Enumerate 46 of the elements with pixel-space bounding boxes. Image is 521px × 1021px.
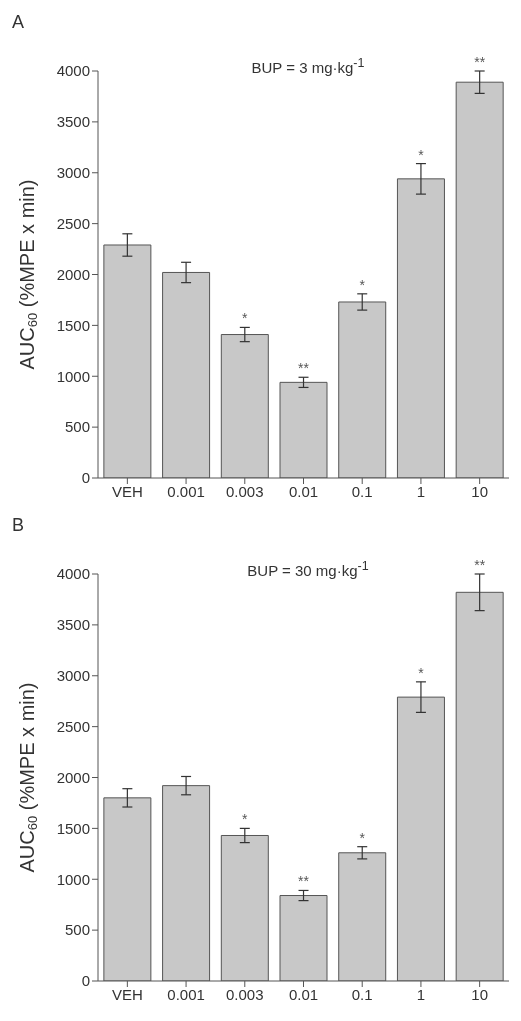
annotation: **	[298, 873, 310, 890]
y-tick-label: 1000	[56, 367, 90, 385]
y-tick-label: 0	[81, 469, 90, 487]
x-tick-label: 0.01	[288, 482, 319, 500]
y-tick-label: 2500	[56, 717, 90, 735]
x-tick-label: 10	[471, 985, 488, 1003]
y-tick-label: 3500	[56, 616, 90, 634]
x-tick-label: 0.01	[288, 985, 319, 1003]
x-tick-label: 10	[471, 482, 488, 500]
annotation: *	[359, 829, 366, 846]
y-tick-label: 2000	[56, 265, 90, 283]
x-tick-label: 1	[416, 985, 426, 1003]
y-tick-label: 3000	[56, 667, 90, 685]
y-tick-label: 1000	[56, 870, 90, 888]
annotation: *	[418, 146, 425, 163]
x-tick-label: 0.003	[226, 482, 264, 500]
chart-title: A	[12, 12, 25, 33]
y-tick-label: 500	[64, 418, 90, 436]
y-tick-label: 1500	[56, 316, 90, 334]
y-tick-label: 2000	[56, 768, 90, 786]
x-tick-label: 0.003	[226, 985, 264, 1003]
x-tick-label: VEH	[111, 482, 143, 500]
y-tick-label: 1500	[56, 819, 90, 837]
y-tick-label: 4000	[56, 62, 90, 80]
annotation: *	[418, 664, 425, 681]
annotation: **	[474, 54, 486, 70]
x-tick-label: 1	[416, 482, 426, 500]
x-tick-label: VEH	[111, 985, 143, 1003]
x-tick-label: 0.1	[351, 985, 373, 1003]
chart-subtitle: BUP = 30 mg·kg$^{-1}$	[247, 559, 369, 579]
annotation: *	[242, 310, 249, 327]
x-tick-label: 0.1	[351, 482, 373, 500]
y-tick-label: 2500	[56, 214, 90, 232]
y-tick-label: 0	[81, 972, 90, 990]
x-tick-label: 0.001	[167, 985, 205, 1003]
annotation: *	[242, 811, 249, 828]
y-tick-label: 3000	[56, 164, 90, 182]
annotation: **	[474, 557, 486, 573]
x-tick-label: 0.001	[167, 482, 205, 500]
annotation: **	[298, 360, 310, 377]
chart-subtitle: BUP = 3 mg·kg$^{-1}$	[251, 56, 365, 76]
y-tick-label: 3500	[56, 113, 90, 131]
annotation: *	[359, 276, 366, 293]
y-tick-label: 500	[64, 921, 90, 939]
chart-title: B	[12, 515, 25, 536]
y-tick-label: 4000	[56, 565, 90, 583]
